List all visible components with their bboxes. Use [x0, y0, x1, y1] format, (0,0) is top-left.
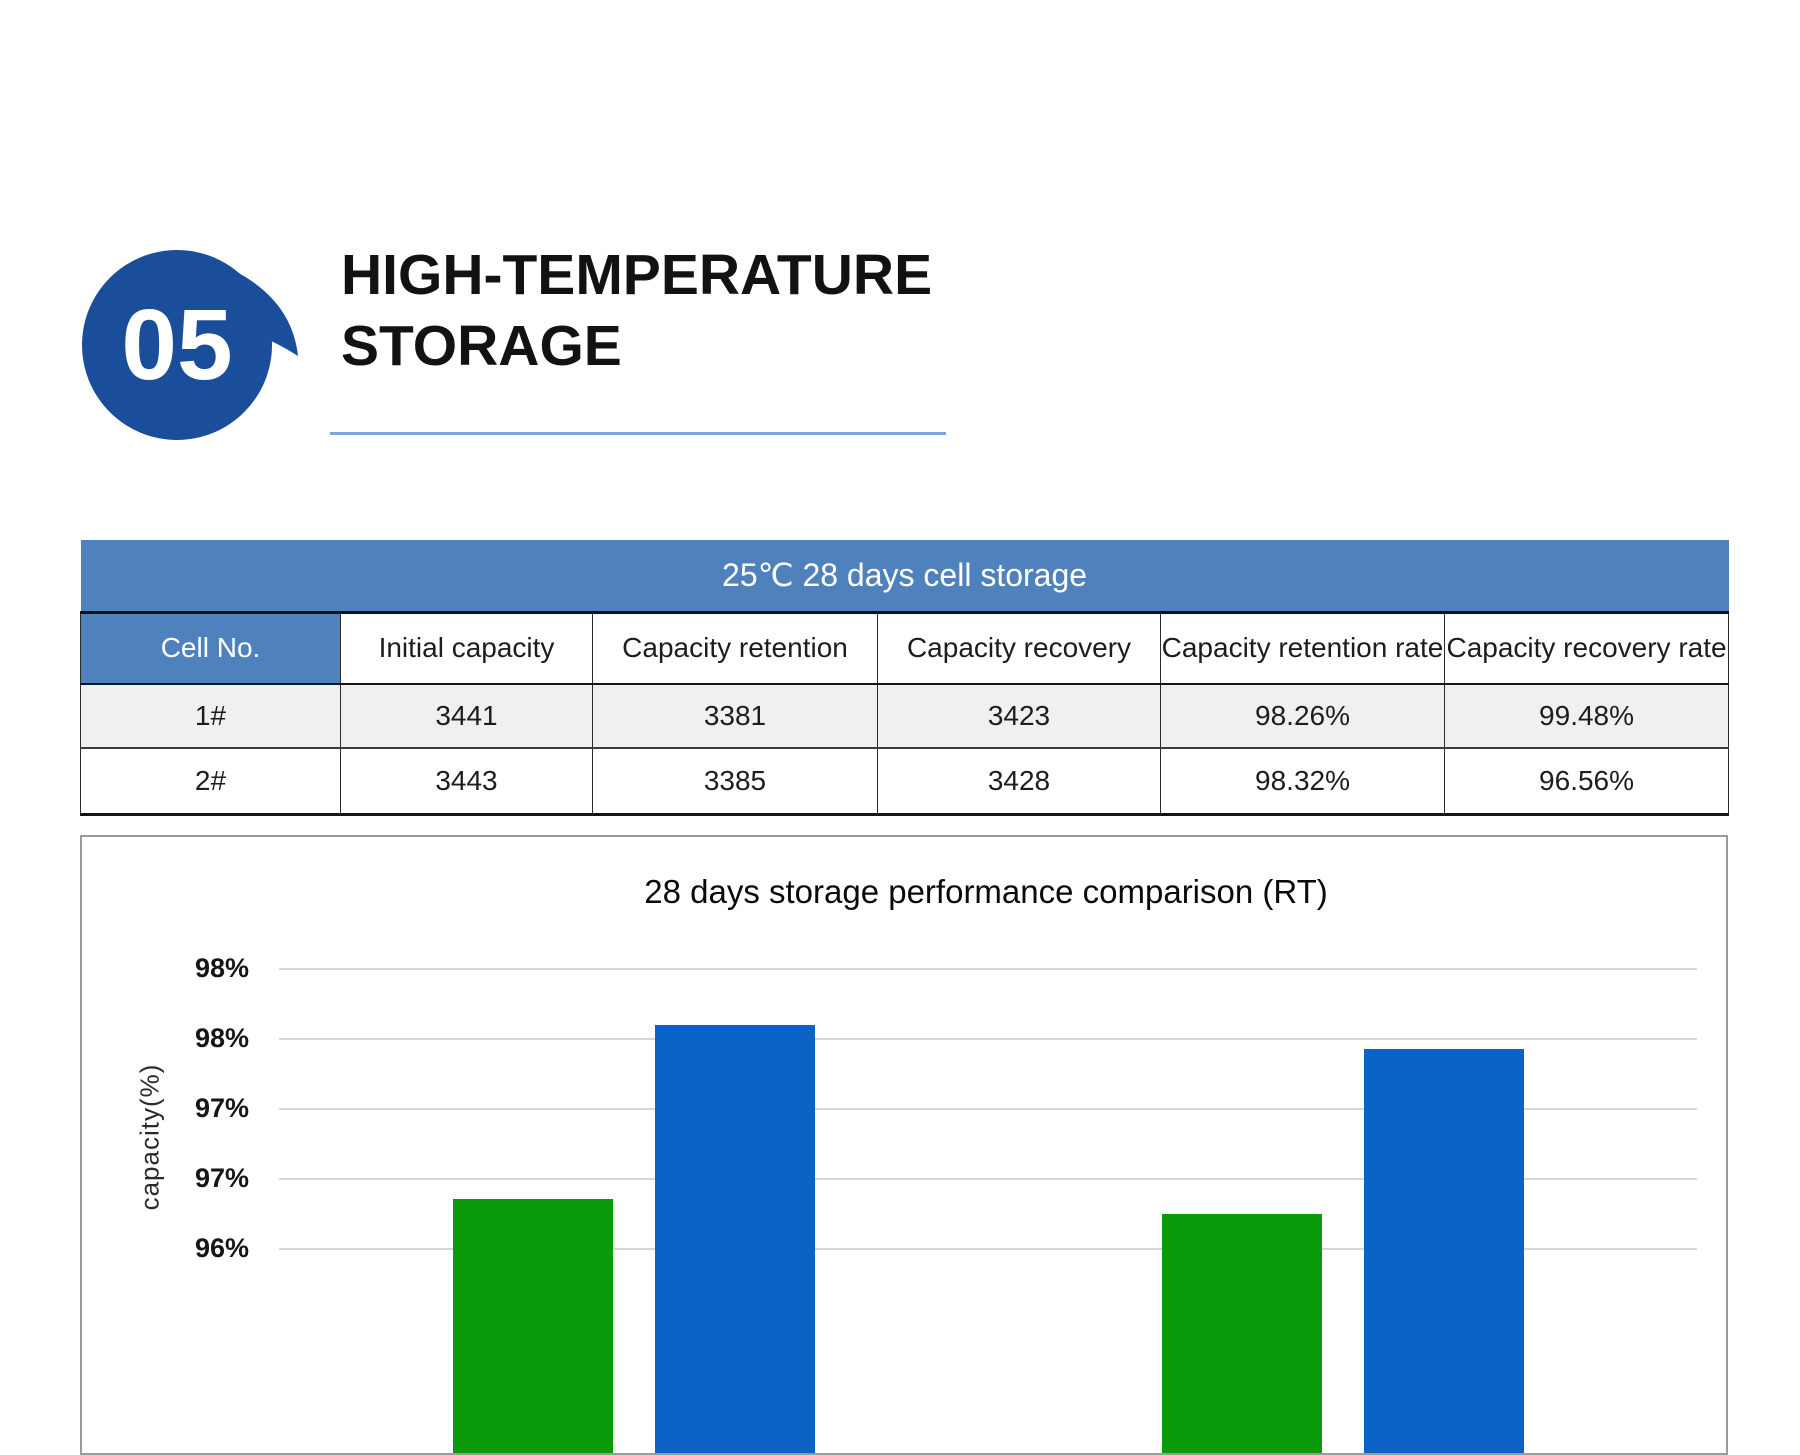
bar-blue-group2: [1363, 1049, 1524, 1453]
cell-capacity-retention: 3385: [592, 747, 878, 816]
table-row-1: 1# 3441 3381 3423 98.26% 99.48%: [80, 683, 1730, 749]
column-header-capacity-retention: Capacity retention: [592, 611, 878, 685]
storage-table: 25℃ 28 days cell storage Cell No. Initia…: [80, 540, 1730, 816]
y-axis-label: capacity(%): [134, 1063, 165, 1211]
table-row-2: 2# 3443 3385 3428 98.32% 96.56%: [80, 747, 1730, 816]
badge-tail-icon: [228, 270, 298, 356]
chart-title: 28 days storage performance comparison (…: [644, 873, 1328, 910]
y-tick-label: 98%: [194, 1023, 249, 1053]
cell-no: 1#: [80, 683, 341, 749]
gridline: [279, 1038, 1697, 1040]
gridline: [279, 968, 1697, 970]
y-tick-label: 96%: [194, 1233, 249, 1263]
table-title: 25℃ 28 days cell storage: [80, 540, 1729, 614]
cell-retention-rate: 98.26%: [1160, 683, 1445, 749]
cell-capacity-recovery: 3423: [877, 683, 1161, 749]
cell-capacity-retention: 3381: [592, 683, 878, 749]
gridline: [279, 1248, 1697, 1250]
cell-initial-capacity: 3441: [340, 683, 593, 749]
badge-number: 05: [121, 289, 232, 401]
y-tick-label: 97%: [194, 1163, 249, 1193]
column-header-initial-capacity: Initial capacity: [340, 611, 593, 685]
y-tick-label: 97%: [194, 1093, 249, 1123]
table-title-row: 25℃ 28 days cell storage: [80, 540, 1729, 614]
title-underline: [330, 432, 946, 435]
cell-recovery-rate: 99.48%: [1443, 683, 1730, 749]
gridline: [279, 1108, 1697, 1110]
bar-blue-group1: [654, 1025, 815, 1453]
cell-capacity-recovery: 3428: [877, 747, 1161, 816]
cell-initial-capacity: 3443: [340, 747, 593, 816]
section-number-badge: 05: [82, 250, 298, 440]
y-tick-label: 98%: [194, 953, 249, 983]
cell-recovery-rate: 96.56%: [1443, 747, 1730, 816]
table-header-row: Cell No. Initial capacity Capacity reten…: [80, 611, 1730, 685]
bar-green-group2: [1161, 1214, 1322, 1453]
bar-green-group1: [452, 1199, 613, 1453]
cell-no: 2#: [80, 747, 341, 816]
column-header-recovery-rate: Capacity recovery rate: [1443, 611, 1730, 685]
badge-circle: [82, 250, 272, 440]
column-header-cell-no: Cell No.: [80, 611, 341, 685]
page-title: HIGH-TEMPERATURE STORAGE: [341, 243, 933, 378]
cell-retention-rate: 98.32%: [1160, 747, 1445, 816]
chart-panel: 28 days storage performance comparison (…: [80, 835, 1728, 1455]
column-header-capacity-recovery: Capacity recovery: [877, 611, 1161, 685]
column-header-retention-rate: Capacity retention rate: [1160, 611, 1445, 685]
gridline: [279, 1178, 1697, 1180]
